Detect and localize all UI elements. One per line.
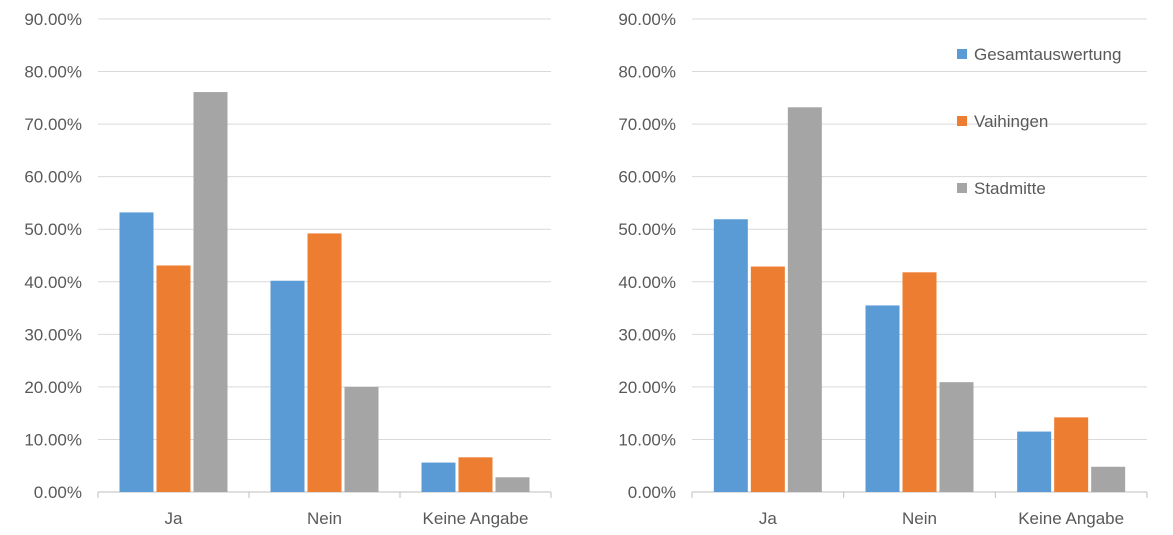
y-tick-label: 30.00% bbox=[24, 325, 82, 344]
x-category-label: Nein bbox=[902, 509, 937, 528]
bar-vaihingen bbox=[750, 266, 785, 492]
y-tick-label: 90.00% bbox=[24, 10, 82, 29]
legend: Gesamtauswertung Vaihingen Stadmitte bbox=[957, 45, 1121, 198]
legend-label: Stadmitte bbox=[974, 179, 1046, 198]
legend-swatch bbox=[957, 49, 967, 59]
bar-stadmitte bbox=[787, 107, 822, 492]
bar-gesamtauswertung bbox=[1017, 431, 1052, 492]
y-tick-label: 90.00% bbox=[618, 10, 676, 29]
y-tick-label: 20.00% bbox=[24, 378, 82, 397]
y-tick-label: 80.00% bbox=[618, 63, 676, 82]
bar-vaihingen bbox=[307, 233, 342, 492]
bar-vaihingen bbox=[902, 272, 937, 492]
bar-stadmitte bbox=[939, 382, 974, 492]
x-category-label: Ja bbox=[759, 509, 778, 528]
y-tick-label: 70.00% bbox=[618, 115, 676, 134]
y-tick-label: 0.00% bbox=[34, 483, 82, 502]
y-tick-label: 70.00% bbox=[24, 115, 82, 134]
bar-stadmitte bbox=[193, 92, 228, 493]
bar-stadmitte bbox=[344, 386, 379, 492]
y-tick-label: 40.00% bbox=[24, 273, 82, 292]
bar-gesamtauswertung bbox=[270, 280, 305, 492]
legend-swatch bbox=[957, 183, 967, 193]
x-category-label: Keine Angabe bbox=[1018, 509, 1124, 528]
bar-vaihingen bbox=[458, 457, 493, 492]
y-tick-label: 10.00% bbox=[24, 430, 82, 449]
y-tick-label: 80.00% bbox=[24, 63, 82, 82]
bar-stadmitte bbox=[1091, 466, 1126, 492]
chart-1: 0.00% 10.00% 20.00% 30.00% 40.00% 50.00% 60.00… bbox=[24, 10, 552, 528]
legend-label: Vaihingen bbox=[974, 112, 1048, 131]
bar-gesamtauswertung bbox=[119, 212, 154, 492]
bar-gesamtauswertung bbox=[865, 305, 900, 492]
bar-vaihingen bbox=[1054, 417, 1089, 492]
y-tick-label: 0.00% bbox=[628, 483, 676, 502]
y-tick-label: 40.00% bbox=[618, 273, 676, 292]
y-tick-label: 50.00% bbox=[24, 220, 82, 239]
y-tick-label: 50.00% bbox=[618, 220, 676, 239]
x-category-label: Keine Angabe bbox=[423, 509, 529, 528]
y-tick-label: 10.00% bbox=[618, 430, 676, 449]
legend-swatch bbox=[957, 116, 967, 126]
chart-2: 0.00% 10.00% 20.00% 30.00% 40.00% 50.00% 60.00… bbox=[618, 10, 1148, 528]
bar-stadmitte bbox=[495, 477, 530, 492]
legend-label: Gesamtauswertung bbox=[974, 45, 1121, 64]
bar-gesamtauswertung bbox=[713, 219, 748, 492]
x-category-label: Ja bbox=[165, 509, 184, 528]
bar-gesamtauswertung bbox=[421, 462, 456, 492]
y-tick-label: 30.00% bbox=[618, 325, 676, 344]
bar-vaihingen bbox=[156, 265, 191, 492]
y-tick-label: 20.00% bbox=[618, 378, 676, 397]
y-tick-label: 60.00% bbox=[618, 168, 676, 187]
x-category-label: Nein bbox=[307, 509, 342, 528]
y-tick-label: 60.00% bbox=[24, 168, 82, 187]
